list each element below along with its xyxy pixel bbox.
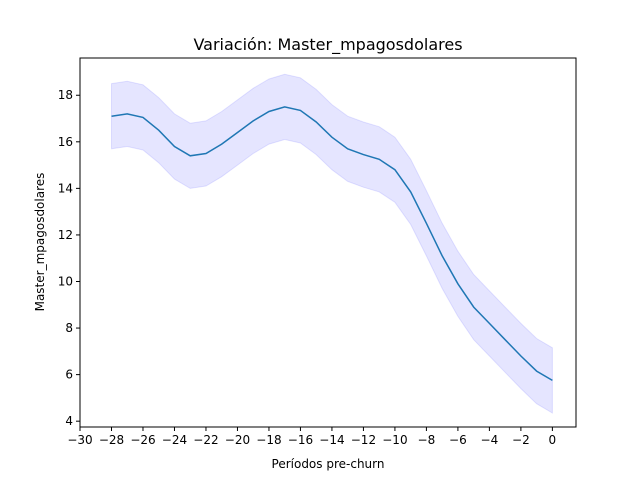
chart-title: Variación: Master_mpagosdolares	[193, 35, 462, 55]
y-tick-label: 4	[65, 414, 73, 428]
y-tick-label: 16	[58, 135, 73, 149]
x-tick-label: −10	[382, 433, 407, 447]
x-tick-label: −6	[449, 433, 467, 447]
y-axis-label: Master_mpagosdolares	[33, 173, 47, 312]
plot-frame	[79, 57, 577, 428]
x-axis: −30 −28 −26 −24 −22 −20 −18 −16 −14 −12 −10 −8 −6 −4−…	[67, 427, 556, 447]
x-tick-label: −2	[512, 433, 530, 447]
x-tick-label: −22	[193, 433, 218, 447]
x-tick-label: −30	[67, 433, 92, 447]
confidence-band	[111, 73, 553, 414]
x-tick-label: −16	[288, 433, 313, 447]
y-tick-label: 10	[58, 274, 73, 288]
y-tick-label: 6	[65, 368, 73, 382]
x-tick-label: −20	[225, 433, 250, 447]
x-tick-label: −28	[99, 433, 124, 447]
y-tick-label: 14	[58, 181, 73, 195]
x-tick-label: −14	[319, 433, 344, 447]
x-tick-label: 0	[549, 433, 557, 447]
plot-area	[79, 57, 577, 428]
y-tick-label: 8	[65, 321, 73, 335]
series-line	[111, 106, 553, 382]
y-tick-label: 18	[58, 88, 73, 102]
y-axis: 4 6 8 10 12 14 16 18	[58, 88, 80, 428]
x-axis-label: Períodos pre-churn	[272, 457, 385, 471]
x-tick-label: −4	[481, 433, 499, 447]
y-tick-label: 12	[58, 228, 73, 242]
x-tick-label: −8	[418, 433, 436, 447]
x-tick-label: −18	[256, 433, 281, 447]
x-tick-label: −26	[130, 433, 155, 447]
x-tick-label: −12	[351, 433, 376, 447]
x-tick-label: −24	[162, 433, 187, 447]
